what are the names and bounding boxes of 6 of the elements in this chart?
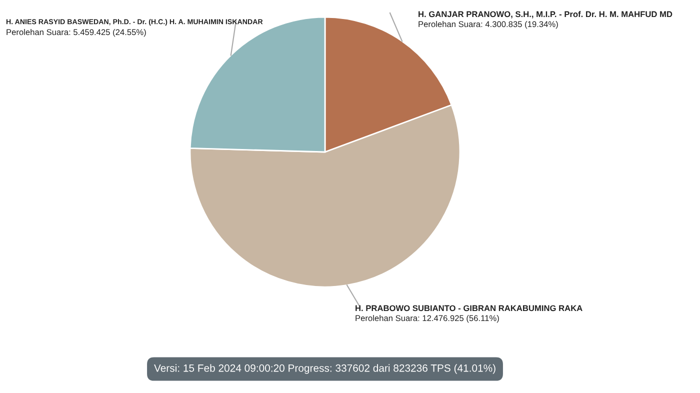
text: Versi: 15 Feb 2024 09:00:20 Progress: 337602 dari 823236 TPS (41.01%) [154, 364, 496, 374]
slice-label: H. PRABOWO SUBIANTO - GIBRAN RAKABUMING RAKA [356, 305, 582, 312]
slice-label: H. GANJAR PRANOWO, S.H., M.I.P. - Prof. Dr. H. M. MAHFUD MD [418, 11, 672, 18]
data-label: Perolehan Suara: 12.476.925 (56.11%) [356, 315, 499, 323]
data-label: Perolehan Suara: 5.459.425 (24.55%) [6, 29, 146, 37]
data-label: Perolehan Suara: 4.300.835 (19.34%) [418, 21, 558, 29]
